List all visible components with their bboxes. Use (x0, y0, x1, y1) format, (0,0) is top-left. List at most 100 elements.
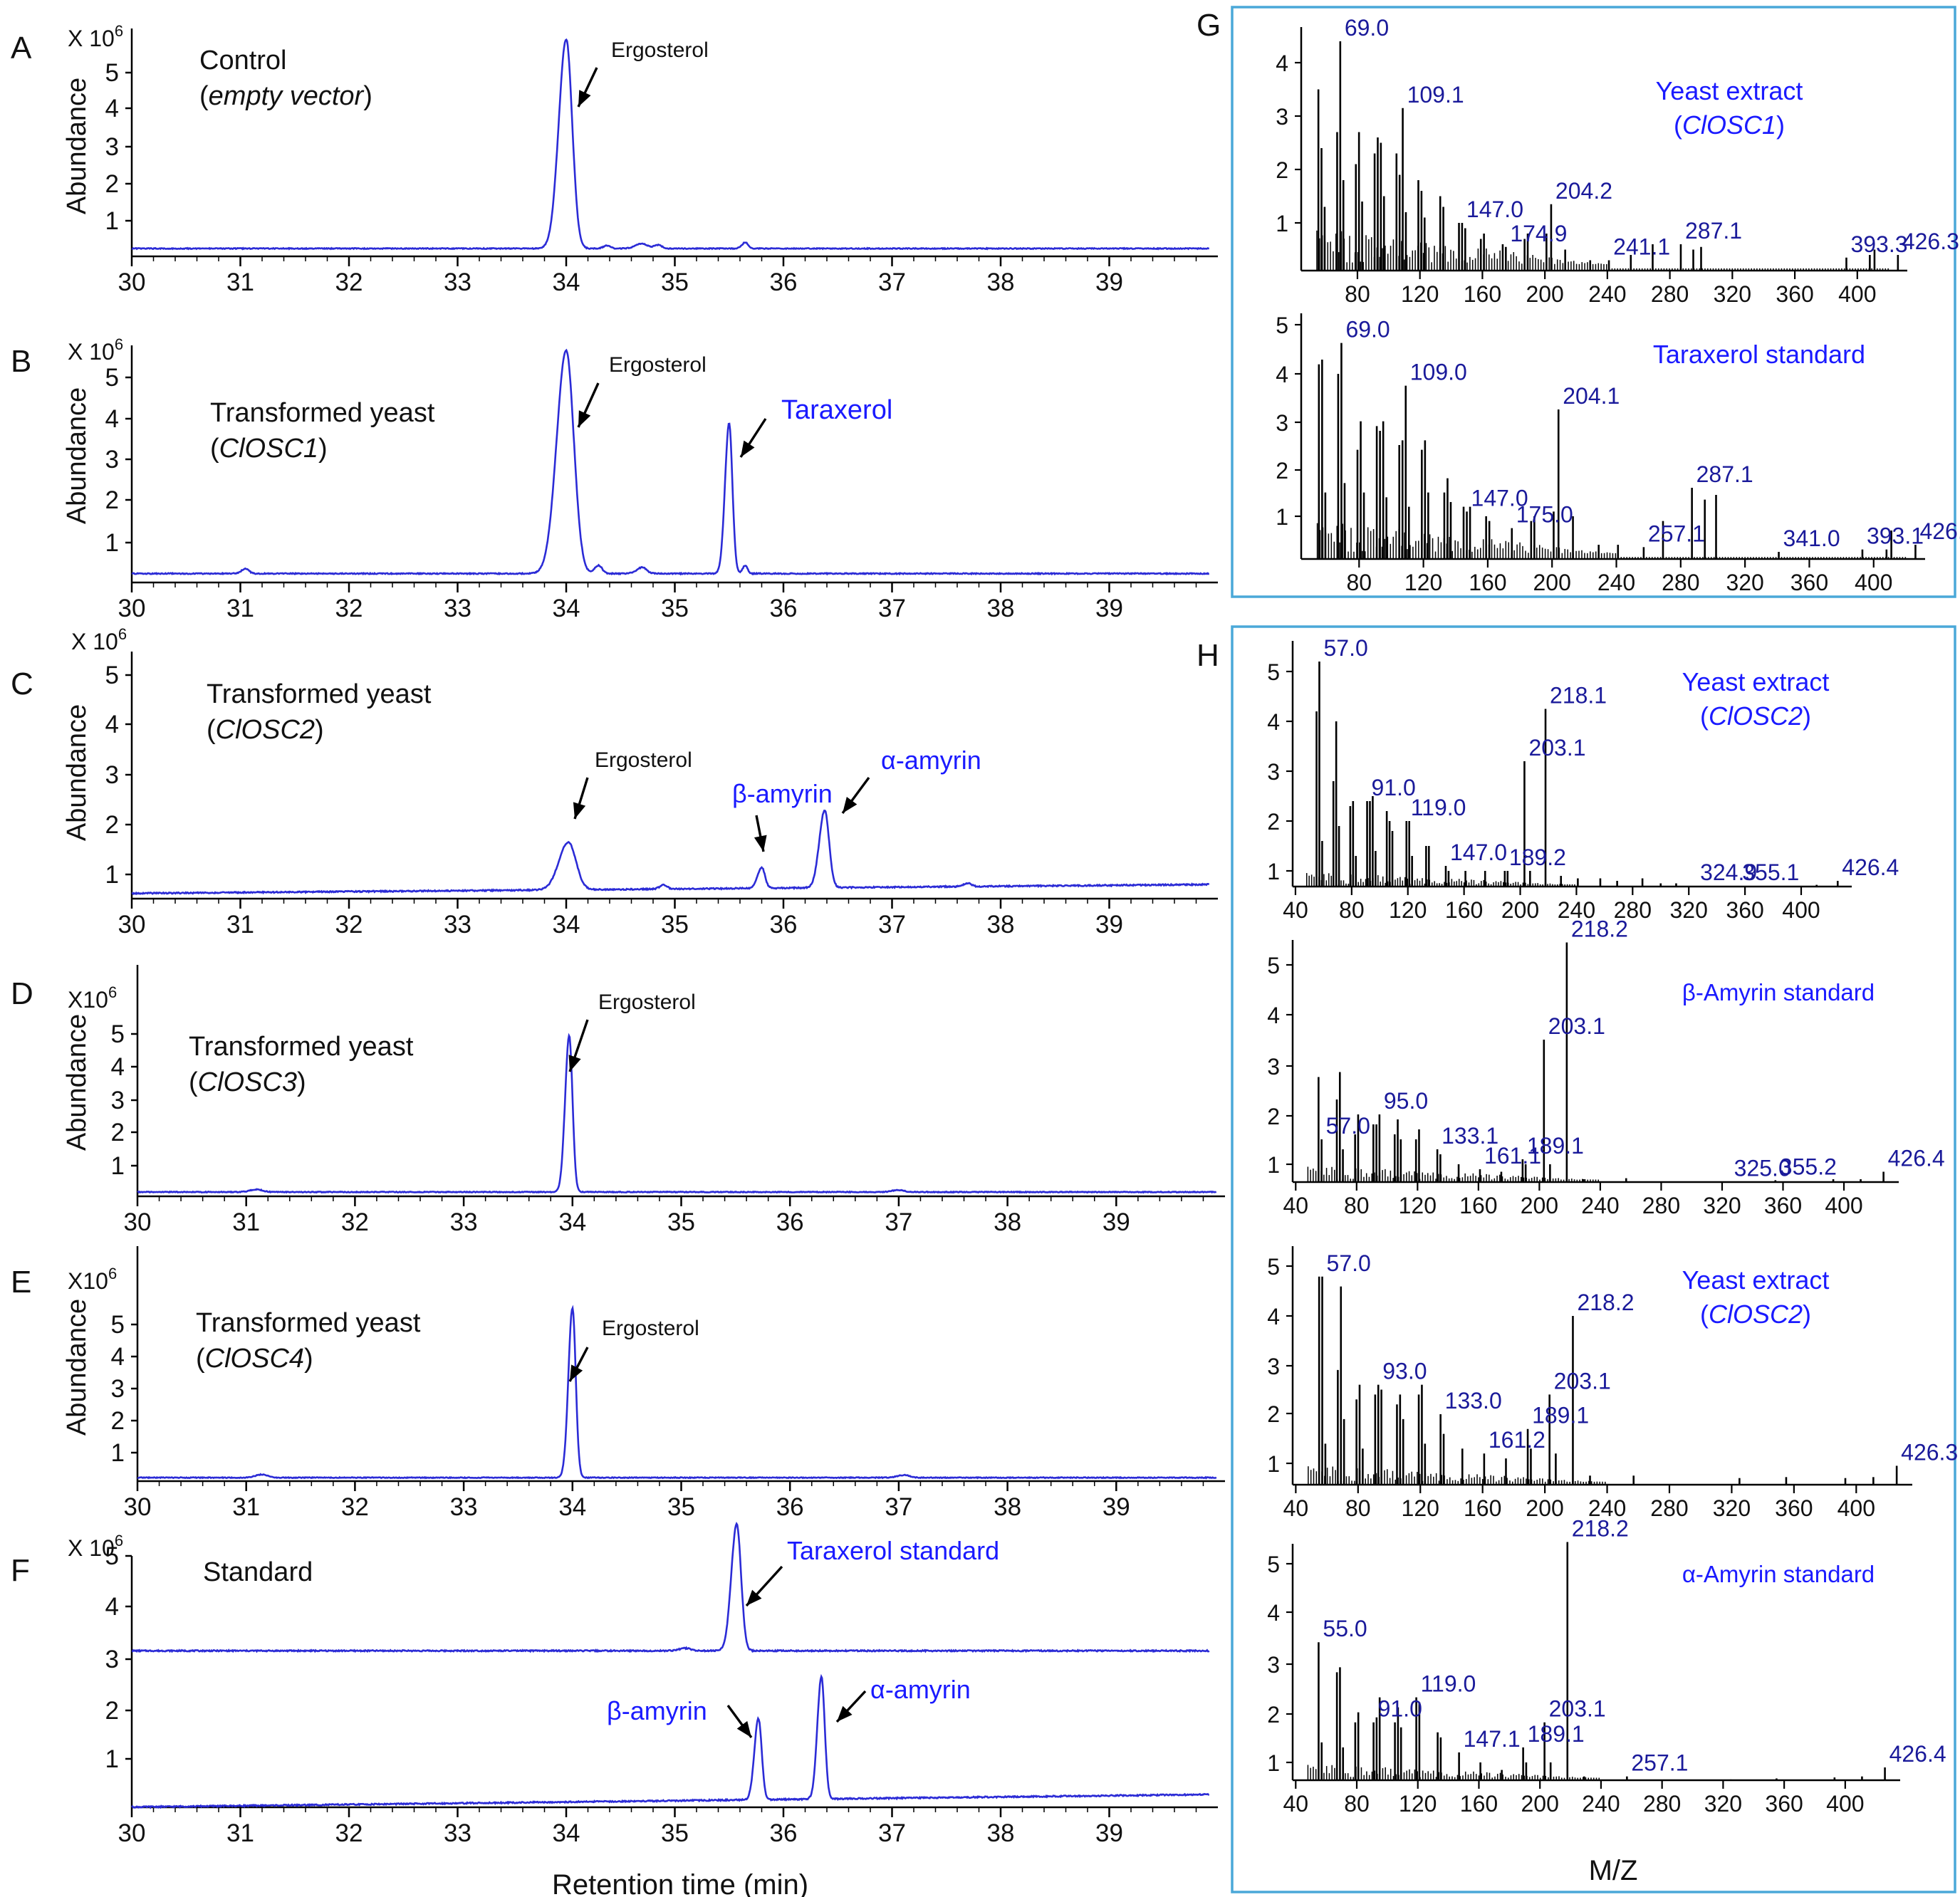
x-tick-label: 40 (1283, 897, 1308, 923)
panel-B: 30 31 32 33 34 35 36 37 38 3912345B X 106Abundance… (11, 335, 1218, 622)
y-unit-label: X 106 (71, 625, 127, 654)
peak-mz-label: 218.2 (1577, 1290, 1634, 1315)
x-tick-label: 33 (444, 595, 471, 622)
peak-annotation-label: Ergosterol (611, 38, 709, 62)
y-tick-label: 1 (105, 529, 119, 557)
x-tick-label: 30 (118, 1819, 146, 1847)
gene-name: ClOSC1 (219, 434, 318, 464)
peak-annotation-label: Ergosterol (598, 991, 696, 1014)
x-tick-label: 37 (878, 911, 906, 939)
x-tick-label: 36 (776, 1208, 804, 1236)
y-tick-label: 1 (105, 861, 119, 889)
x-tick-label: 120 (1404, 570, 1442, 595)
peak-mz-label: 257.1 (1631, 1750, 1688, 1776)
y-unit-exponent: 6 (115, 1532, 123, 1550)
x-tick-label: 240 (1588, 281, 1626, 307)
paren: ( (207, 715, 216, 745)
spectrum-title-line: Yeast extract (1682, 1265, 1830, 1295)
peak-mz-label: 91.0 (1372, 775, 1416, 800)
x-tick-label: 120 (1399, 1791, 1437, 1817)
peak-mz-label: 133.0 (1445, 1388, 1502, 1413)
gene-name: ClOSC3 (198, 1067, 297, 1097)
panel-letter: E (11, 1265, 31, 1300)
y-tick-label: 2 (105, 1697, 119, 1725)
paren: ( (1700, 1300, 1709, 1329)
panel-title-line: Transformed yeast (189, 1032, 414, 1062)
x-tick-label: 33 (444, 268, 471, 296)
gene-name: empty vector (209, 81, 365, 111)
peak-mz-label: 119.0 (1421, 1671, 1476, 1697)
y-tick-label: 5 (111, 1311, 125, 1339)
y-tick-label: 4 (1267, 1304, 1280, 1329)
peak-mz-label: 57.0 (1323, 635, 1367, 661)
y-tick-label: 2 (1276, 157, 1288, 183)
peak-annotation-arrow-head (578, 90, 591, 107)
x-tick-label: 32 (341, 1493, 369, 1521)
y-tick-label: 2 (1267, 1702, 1280, 1728)
x-tick-label: 400 (1838, 1495, 1875, 1521)
peak-mz-label: 204.2 (1555, 178, 1612, 204)
x-tick-label: 360 (1790, 570, 1828, 595)
x-tick-label: 32 (335, 911, 363, 939)
x-tick-label: 30 (118, 595, 146, 622)
peak-annotation-arrow (578, 68, 597, 107)
paren: ) (1803, 1300, 1811, 1329)
peak-mz-label: 57.0 (1326, 1113, 1370, 1139)
x-tick-label: 33 (450, 1208, 478, 1236)
y-tick-label: 1 (1276, 504, 1288, 530)
x-tick-label: 400 (1838, 281, 1876, 307)
peak-mz-label: 203.1 (1548, 1013, 1605, 1039)
y-tick-label: 2 (111, 1119, 125, 1146)
y-tick-label: 2 (1276, 458, 1288, 484)
x-tick-label: 31 (232, 1493, 260, 1521)
spectrum-H1: 40 80 120 160 200 240 280 320 360 4001234557.091.… (1267, 635, 1899, 923)
y-unit-exponent: 6 (108, 983, 117, 1001)
x-tick-label: 280 (1643, 1791, 1681, 1817)
trace-series-0 (132, 1524, 1209, 1651)
spectrum-G1: 80 120 160 200 240 280 320 360 400123469.0109.11… (1276, 15, 1959, 307)
panel-letter: H (1197, 638, 1219, 673)
y-tick-label: 5 (105, 662, 119, 689)
x-tick-label: 120 (1402, 1495, 1439, 1521)
x-tick-label: 30 (118, 911, 146, 939)
x-tick-label: 360 (1775, 1495, 1813, 1521)
panel-title-line: Standard (203, 1557, 313, 1587)
x-tick-label: 38 (994, 1208, 1021, 1236)
peak-annotation-arrow (570, 1347, 588, 1381)
x-tick-label: 160 (1460, 1791, 1498, 1817)
x-tick-label: 30 (124, 1493, 152, 1521)
peak-mz-label: 174.9 (1510, 221, 1567, 246)
x-tick-label: 320 (1670, 897, 1708, 923)
gene-name: ClOSC2 (216, 715, 315, 745)
y-tick-label: 1 (1276, 211, 1288, 236)
panel-title-line: (ClOSC4) (196, 1344, 313, 1374)
peak-annotation-arrow (746, 1567, 782, 1606)
x-tick-label: 37 (878, 268, 906, 296)
panel-letter: A (11, 31, 32, 66)
paren: ) (297, 1067, 306, 1097)
peak-mz-label: 426.4 (1888, 1146, 1945, 1171)
peak-mz-label: 147.1 (1464, 1726, 1521, 1752)
panel-F: 30 31 32 33 34 35 36 37 38 3912345FX 106Standard (11, 1524, 1218, 1847)
x-tick-label: 30 (118, 268, 146, 296)
x-tick-label: 31 (226, 911, 254, 939)
paren: ( (1700, 701, 1709, 731)
spectrum-title-line: β-Amyrin standard (1682, 979, 1875, 1005)
x-tick-label: 320 (1704, 1791, 1742, 1817)
peak-annotation-label: α-amyrin (881, 746, 981, 775)
x-tick-label: 160 (1469, 570, 1506, 595)
gene-name: ClOSC2 (1709, 1300, 1803, 1329)
x-tick-label: 200 (1526, 1495, 1563, 1521)
peak-annotation-arrow-head (843, 797, 857, 813)
peak-mz-label: 189.1 (1528, 1721, 1585, 1747)
x-tick-label: 160 (1445, 897, 1483, 923)
x-tick-label: 38 (987, 1819, 1015, 1847)
y-tick-label: 1 (105, 1745, 119, 1773)
y-tick-label: 3 (1267, 1354, 1280, 1379)
spectrum-H3: 40 80 120 160 200 240 280 320 360 40012345 57.093.… (1267, 1246, 1958, 1521)
x-tick-label: 80 (1339, 897, 1365, 923)
x-tick-label: 80 (1345, 281, 1370, 307)
x-tick-label: 320 (1713, 1495, 1751, 1521)
x-tick-label: 38 (987, 595, 1015, 622)
x-tick-label: 40 (1283, 1791, 1308, 1817)
